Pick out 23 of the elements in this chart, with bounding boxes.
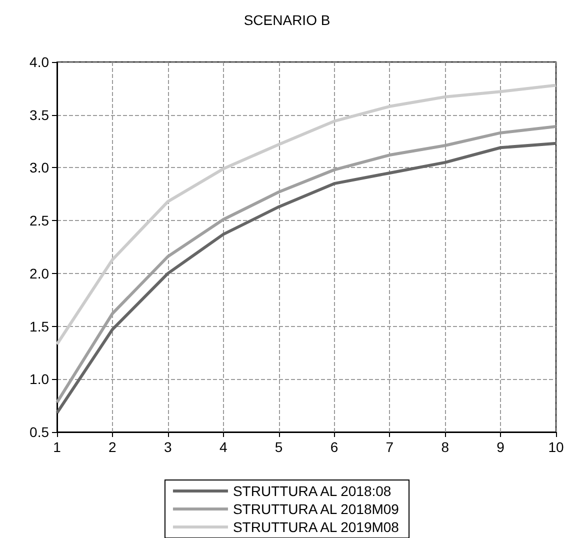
- chart-title: SCENARIO B: [244, 12, 330, 28]
- y-tick-label: 2.5: [30, 212, 50, 229]
- x-tick-label: 8: [441, 439, 450, 455]
- x-tick-label: 7: [386, 439, 394, 455]
- y-tick-label: 0.5: [30, 424, 50, 440]
- legend-label: STRUTTURA AL 2018:08: [232, 483, 392, 499]
- y-tick-label: 3.5: [30, 106, 50, 123]
- legend-label: STRUTTURA AL 2019M08: [232, 519, 400, 535]
- x-tick-label: 1: [53, 439, 62, 455]
- y-tick-label: 1.5: [30, 318, 50, 334]
- x-tick-label: 6: [330, 439, 338, 455]
- y-tick-label: 2.0: [30, 265, 50, 282]
- y-tick-label: 3.0: [30, 160, 50, 176]
- x-tick-label: 9: [496, 439, 505, 455]
- x-tick-label: 10: [548, 439, 564, 455]
- x-tick-label: 5: [274, 439, 283, 455]
- x-tick-label: 4: [219, 439, 228, 455]
- x-tick-label: 2: [108, 439, 117, 455]
- x-tick-label: 3: [164, 439, 172, 455]
- y-tick-label: 4.0: [30, 54, 50, 70]
- y-tick-label: 1.0: [30, 371, 50, 388]
- line-series: [56, 84, 558, 346]
- legend-label: STRUTTURA AL 2018M09: [232, 501, 400, 517]
